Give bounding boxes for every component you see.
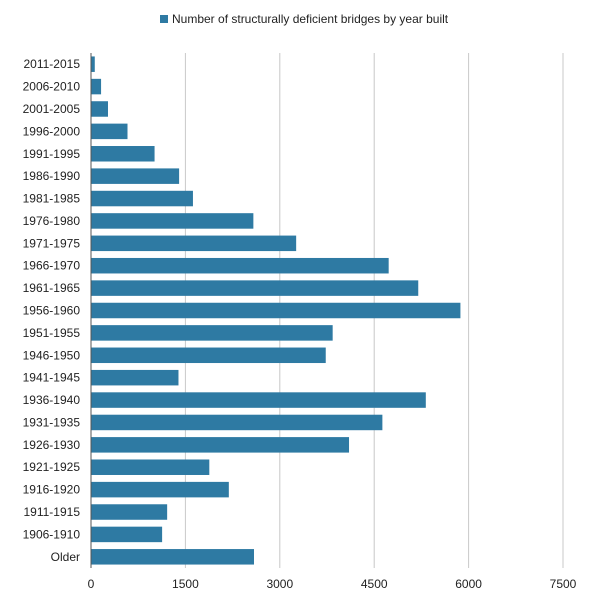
bar-1961-1965 — [91, 280, 419, 296]
y-category-label: 1966-1970 — [23, 259, 81, 273]
y-category-label: 2011-2015 — [24, 57, 81, 71]
y-category-label: 1976-1980 — [23, 214, 81, 228]
bar-1911-1915 — [91, 504, 168, 520]
y-category-label: 1951-1955 — [23, 326, 81, 340]
x-tick-label: 6000 — [455, 577, 482, 591]
bar-1956-1960 — [91, 302, 461, 319]
x-tick-label: 1500 — [172, 577, 199, 591]
x-tick-label: 3000 — [266, 577, 293, 591]
bar-1981-1985 — [91, 190, 193, 207]
y-category-label: 1916-1920 — [23, 483, 81, 497]
bar-1926-1930 — [91, 437, 350, 453]
bar-2001-2005 — [91, 101, 108, 117]
x-tick-label: 4500 — [361, 577, 388, 591]
y-category-label: 1991-1995 — [23, 147, 81, 161]
bar-1966-1970 — [91, 257, 389, 274]
x-tick-label: 0 — [88, 577, 95, 591]
bar-1931-1935 — [91, 414, 383, 431]
y-category-label: 1931-1935 — [23, 415, 81, 429]
y-axis-labels: 2011-2015 2006-2010 2001-2005 1996-2000 1991… — [23, 57, 81, 564]
bar-1976-1980 — [91, 213, 254, 229]
legend-swatch — [160, 15, 168, 23]
bar-1936-1940 — [91, 392, 426, 408]
y-category-label: 1961-1965 — [23, 281, 81, 295]
bar-1986-1990 — [91, 168, 180, 184]
y-category-label: 1946-1950 — [23, 348, 81, 362]
bar-2011-2015 — [91, 56, 95, 72]
bar-1971-1975 — [91, 235, 297, 252]
bar-1951-1955 — [91, 325, 333, 341]
legend-label: Number of structurally deficient bridges… — [172, 12, 449, 26]
bar-1916-1920 — [91, 481, 229, 498]
y-category-label: 1936-1940 — [23, 393, 81, 407]
bar-1921-1925 — [91, 459, 210, 475]
bar-1941-1945 — [91, 369, 179, 386]
bar-1906-1910 — [91, 526, 163, 543]
bar-1991-1995 — [91, 146, 155, 162]
y-category-label: 2001-2005 — [23, 102, 81, 116]
bar-1946-1950 — [91, 347, 326, 364]
bars — [91, 56, 461, 565]
y-category-label: 1911-1915 — [24, 505, 81, 519]
bar-2006-2010 — [91, 78, 102, 95]
x-axis-labels: 0 1500 3000 4500 6000 7500 — [88, 577, 577, 591]
bar-1996-2000 — [91, 123, 128, 140]
y-category-label: 1986-1990 — [23, 169, 81, 183]
bar-Older — [91, 549, 254, 565]
y-category-label: 1926-1930 — [23, 438, 81, 452]
y-category-label: 1921-1925 — [23, 460, 81, 474]
y-category-label: Older — [51, 550, 80, 564]
y-category-label: 1996-2000 — [23, 124, 81, 138]
y-category-label: 1956-1960 — [23, 304, 81, 318]
y-category-label: 2006-2010 — [23, 80, 81, 94]
y-category-label: 1941-1945 — [23, 371, 81, 385]
legend: Number of structurally deficient bridges… — [160, 12, 449, 26]
x-tick-label: 7500 — [550, 577, 577, 591]
y-category-label: 1906-1910 — [23, 527, 81, 541]
y-category-label: 1981-1985 — [23, 192, 81, 206]
y-category-label: 1971-1975 — [23, 236, 81, 250]
